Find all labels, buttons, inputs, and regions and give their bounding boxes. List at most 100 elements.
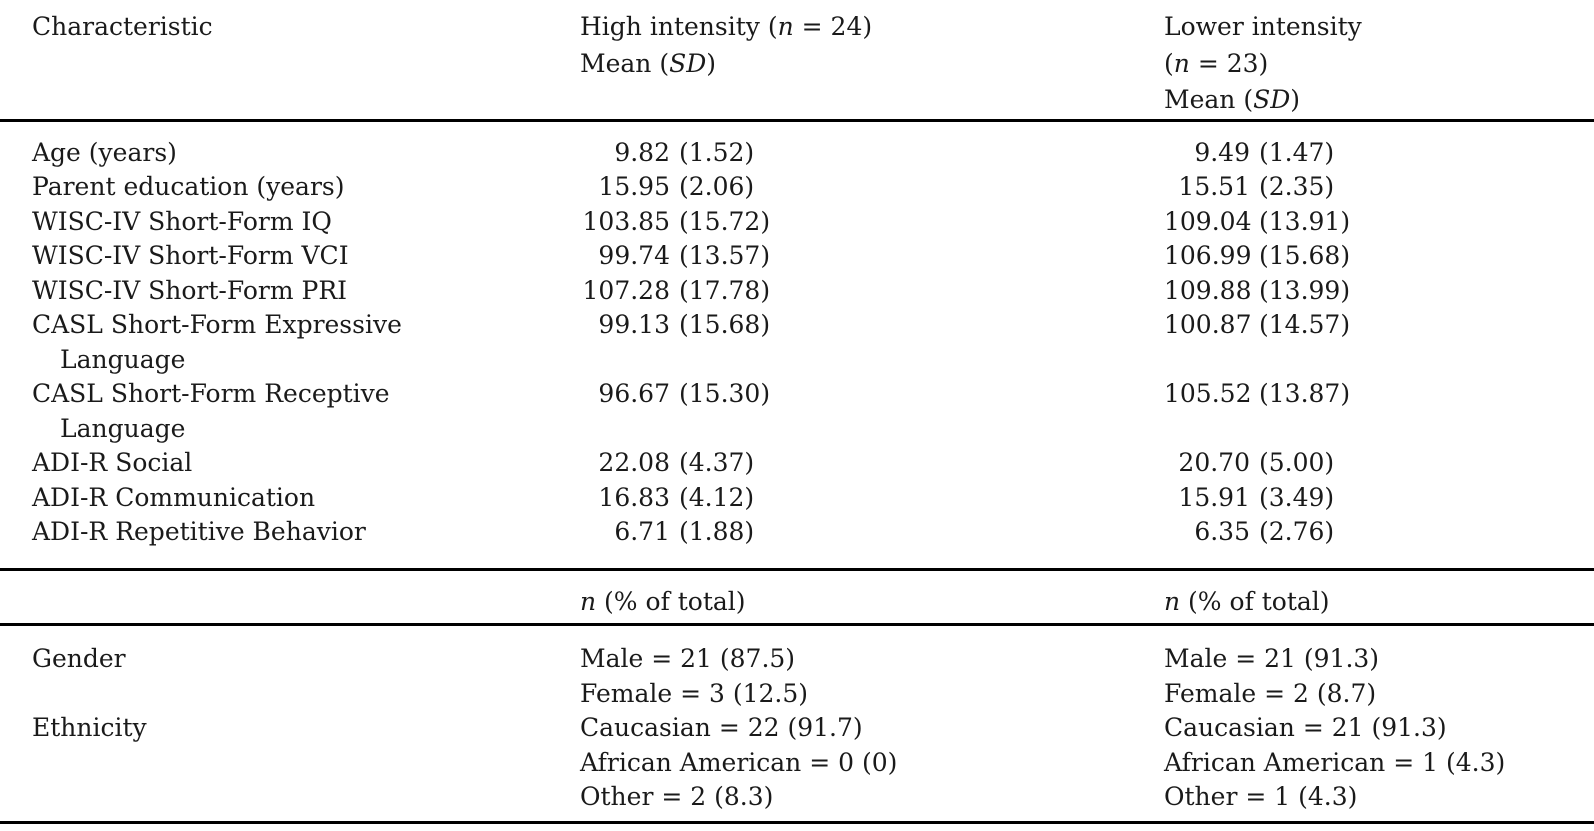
lower-intensity-value: 100.87 (14.57) (1164, 308, 1562, 343)
lower-intensity-mean-sd-label: Mean (SD) (1164, 85, 1301, 114)
mean-value: 16.83 (598, 482, 670, 512)
count-line: African American = 0 (0) (580, 747, 898, 777)
mean-value: 20.70 (1178, 448, 1250, 477)
high-intensity-title: High intensity (n = 24) (580, 12, 873, 41)
high-intensity-subheader: n (% of total) (580, 586, 746, 616)
sd-symbol: SD (669, 48, 707, 78)
sd-value: (3.49) (1259, 482, 1335, 512)
high-intensity-value: 107.28 (17.78) (580, 274, 1164, 309)
mean-sd-section: Age (years) 9.82 (1.52) 9.49 (1.47) Parent… (0, 122, 1594, 568)
lower-intensity-column-header: Lower intensity (n = 23) Mean (SD) (1164, 9, 1562, 119)
mean-value: 109.88 (1164, 275, 1252, 305)
sd-value: (14.57) (1259, 310, 1351, 339)
sd-value: (5.00) (1259, 448, 1335, 477)
row-label: ADI-R Repetitive Behavior (32, 517, 366, 546)
mean-value: 6.71 (614, 517, 670, 546)
n-symbol: n (580, 586, 597, 616)
mean-value: 96.67 (598, 379, 670, 408)
high-intensity-value: 96.67 (15.30) (580, 377, 1164, 412)
row-label: WISC-IV Short-Form IQ (32, 206, 332, 236)
row-label: Ethnicity (32, 713, 147, 742)
sd-value: (13.99) (1259, 275, 1351, 305)
high-intensity-value: 99.13 (15.68) (580, 308, 1164, 343)
count-row-ethnicity: Ethnicity Caucasian = 22 (91.7) African … (0, 711, 1594, 815)
table-row: CASL Short-Form Receptive Language 96.67 (… (0, 377, 1594, 446)
table-row: WISC-IV Short-Form VCI 99.74 (13.57) 106.… (0, 239, 1594, 274)
sd-value: (1.47) (1259, 137, 1335, 167)
table-row: WISC-IV Short-Form PRI 107.28 (17.78) 109… (0, 274, 1594, 309)
lower-intensity-n-label: (n = 23) (1164, 48, 1269, 78)
count-line: Caucasian = 21 (91.3) (1164, 713, 1447, 742)
n-symbol: n (1164, 586, 1181, 616)
mean-value: 99.74 (598, 241, 670, 270)
sd-value: (15.72) (679, 206, 771, 236)
lower-intensity-subheader: n (% of total) (1164, 586, 1330, 616)
count-line: Male = 21 (91.3) (1164, 644, 1380, 673)
lower-intensity-value: 109.04 (13.91) (1164, 205, 1562, 240)
high-intensity-value: 99.74 (13.57) (580, 239, 1164, 274)
row-label: WISC-IV Short-Form PRI (32, 275, 348, 305)
lower-intensity-value: 106.99 (15.68) (1164, 239, 1562, 274)
high-intensity-value: 103.85 (15.72) (580, 205, 1164, 240)
lower-intensity-value: 20.70 (5.00) (1164, 446, 1562, 481)
count-line: Caucasian = 22 (91.7) (580, 713, 863, 742)
row-label-line2: Language (60, 413, 186, 443)
row-label-line2: Language (60, 344, 186, 374)
header-rule (0, 118, 1594, 122)
sd-value: (15.68) (1259, 241, 1351, 270)
mean-value: 100.87 (1164, 310, 1252, 339)
sd-value: (1.52) (679, 137, 755, 167)
sd-value: (2.76) (1259, 517, 1335, 546)
lower-intensity-counts: Caucasian = 21 (91.3) African American =… (1164, 711, 1562, 815)
row-label: CASL Short-Form Receptive (32, 379, 390, 408)
sd-value: (4.12) (679, 482, 755, 512)
table-row: ADI-R Repetitive Behavior 6.71 (1.88) 6.3… (0, 515, 1594, 550)
lower-intensity-value: 6.35 (2.76) (1164, 515, 1562, 550)
high-intensity-column-header: High intensity (n = 24) Mean (SD) (580, 9, 1164, 82)
count-line: Other = 1 (4.3) (1164, 782, 1358, 811)
table-row: ADI-R Social 22.08 (4.37) 20.70 (5.00) (0, 446, 1594, 481)
sd-value: (17.78) (679, 275, 771, 305)
table-row: Age (years) 9.82 (1.52) 9.49 (1.47) (0, 136, 1594, 171)
sd-value: (13.91) (1259, 206, 1351, 236)
sd-value: (1.88) (679, 517, 755, 546)
sd-value: (13.87) (1259, 379, 1351, 408)
mean-value: 15.51 (1178, 172, 1250, 201)
table-header-row: Characteristic High intensity (n = 24) M… (0, 0, 1594, 119)
row-label: Age (years) (32, 137, 177, 167)
table-row: CASL Short-Form Expressive Language 99.13… (0, 308, 1594, 377)
mean-value: 107.28 (582, 275, 670, 305)
row-label: CASL Short-Form Expressive (32, 310, 402, 339)
row-label: Gender (32, 644, 126, 673)
mean-value: 15.95 (598, 172, 670, 201)
lower-intensity-value: 109.88 (13.99) (1164, 274, 1562, 309)
sd-value: (2.35) (1259, 172, 1335, 201)
sd-value: (4.37) (679, 448, 755, 477)
high-intensity-value: 16.83 (4.12) (580, 481, 1164, 516)
sd-symbol: SD (1253, 85, 1291, 114)
high-intensity-value: 6.71 (1.88) (580, 515, 1164, 550)
subheader-row: n (% of total) n (% of total) (0, 571, 1594, 624)
high-intensity-value: 15.95 (2.06) (580, 170, 1164, 205)
n-symbol: n (1173, 48, 1190, 78)
sd-value: (2.06) (679, 172, 755, 201)
row-label: Parent education (years) (32, 172, 345, 201)
mean-value: 106.99 (1164, 241, 1252, 270)
count-line: Other = 2 (8.3) (580, 782, 774, 811)
mean-value: 109.04 (1164, 206, 1252, 236)
count-line: African American = 1 (4.3) (1164, 747, 1506, 777)
high-intensity-value: 22.08 (4.37) (580, 446, 1164, 481)
row-label: ADI-R Communication (32, 482, 316, 512)
lower-intensity-counts: Male = 21 (91.3) Female = 2 (8.7) (1164, 642, 1562, 711)
counts-section: Gender Male = 21 (87.5) Female = 3 (12.5… (0, 626, 1594, 821)
mean-value: 105.52 (1164, 379, 1252, 408)
divider-rule-above-subheader (0, 567, 1594, 571)
table-row: Parent education (years) 15.95 (2.06) 15.… (0, 170, 1594, 205)
high-intensity-mean-sd-label: Mean (SD) (580, 48, 717, 78)
lower-intensity-value: 15.91 (3.49) (1164, 481, 1562, 516)
lower-intensity-value: 105.52 (13.87) (1164, 377, 1562, 412)
row-label: WISC-IV Short-Form VCI (32, 241, 349, 270)
mean-value: 103.85 (582, 206, 670, 236)
sd-value: (15.30) (679, 379, 771, 408)
